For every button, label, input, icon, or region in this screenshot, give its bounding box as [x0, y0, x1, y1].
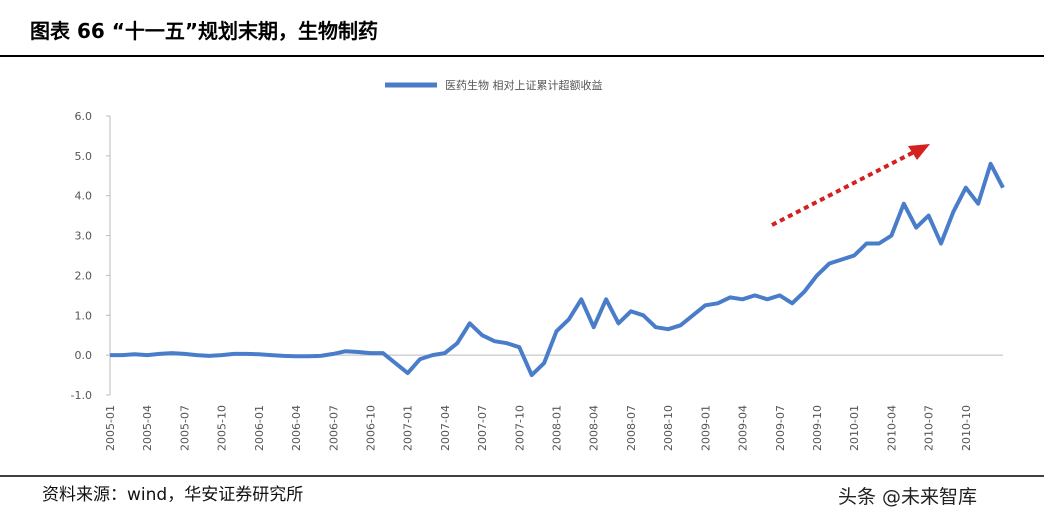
x-tick-label: 2007-07: [476, 405, 489, 451]
x-tick-label: 2008-10: [662, 405, 675, 451]
x-tick-label: 2006-07: [327, 405, 340, 451]
x-tick-label: 2005-04: [141, 405, 154, 451]
x-tick-label: 2009-07: [774, 405, 787, 451]
x-tick-label: 2007-01: [402, 405, 415, 451]
x-tick-label: 2007-04: [439, 405, 452, 451]
chart-title: 图表 66 “十一五”规划末期，生物制药: [30, 19, 378, 43]
trend-arrow: [771, 148, 919, 227]
y-tick-label: 6.0: [75, 110, 93, 123]
line-series: [110, 161, 1005, 378]
y-tick-label: 4.0: [75, 190, 93, 203]
x-tick-label: 2010-10: [960, 405, 973, 451]
y-tick-label: 0.0: [75, 349, 93, 362]
y-tick-label: 1.0: [75, 309, 93, 322]
x-tick-label: 2008-01: [551, 405, 564, 451]
x-tick-label: 2009-01: [699, 405, 712, 451]
x-tick-label: 2006-04: [290, 405, 303, 451]
x-tick-label: 2010-01: [848, 405, 861, 451]
source: 资料来源：wind，华安证券研究所: [42, 485, 303, 505]
x-tick-label: 2010-07: [923, 405, 936, 451]
y-tick-label: 3.0: [75, 230, 93, 243]
x-tick-label: 2006-01: [253, 405, 266, 451]
y-tick-label: 2.0: [75, 269, 93, 282]
x-tick-label: 2005-07: [178, 405, 191, 451]
arrow-head: [908, 144, 930, 160]
x-tick-label: 2010-04: [885, 405, 898, 451]
x-tick-label: 2008-04: [588, 405, 601, 451]
x-tick-label: 2008-07: [625, 405, 638, 451]
x-tick-label: 2009-04: [737, 405, 750, 451]
y-tick-label: 5.0: [75, 150, 93, 163]
x-tick-label: 2009-10: [811, 405, 824, 451]
x-tick-label: 2006-10: [364, 405, 377, 451]
x-tick-label: 2005-10: [216, 405, 229, 451]
legend-label: 医药生物 相对上证累计超额收益: [445, 78, 603, 92]
x-tick-label: 2005-01: [104, 405, 117, 451]
watermark: 头条 @未来智库: [838, 486, 977, 508]
y-tick-label: -1.0: [71, 389, 92, 402]
x-tick-label: 2007-10: [513, 405, 526, 451]
